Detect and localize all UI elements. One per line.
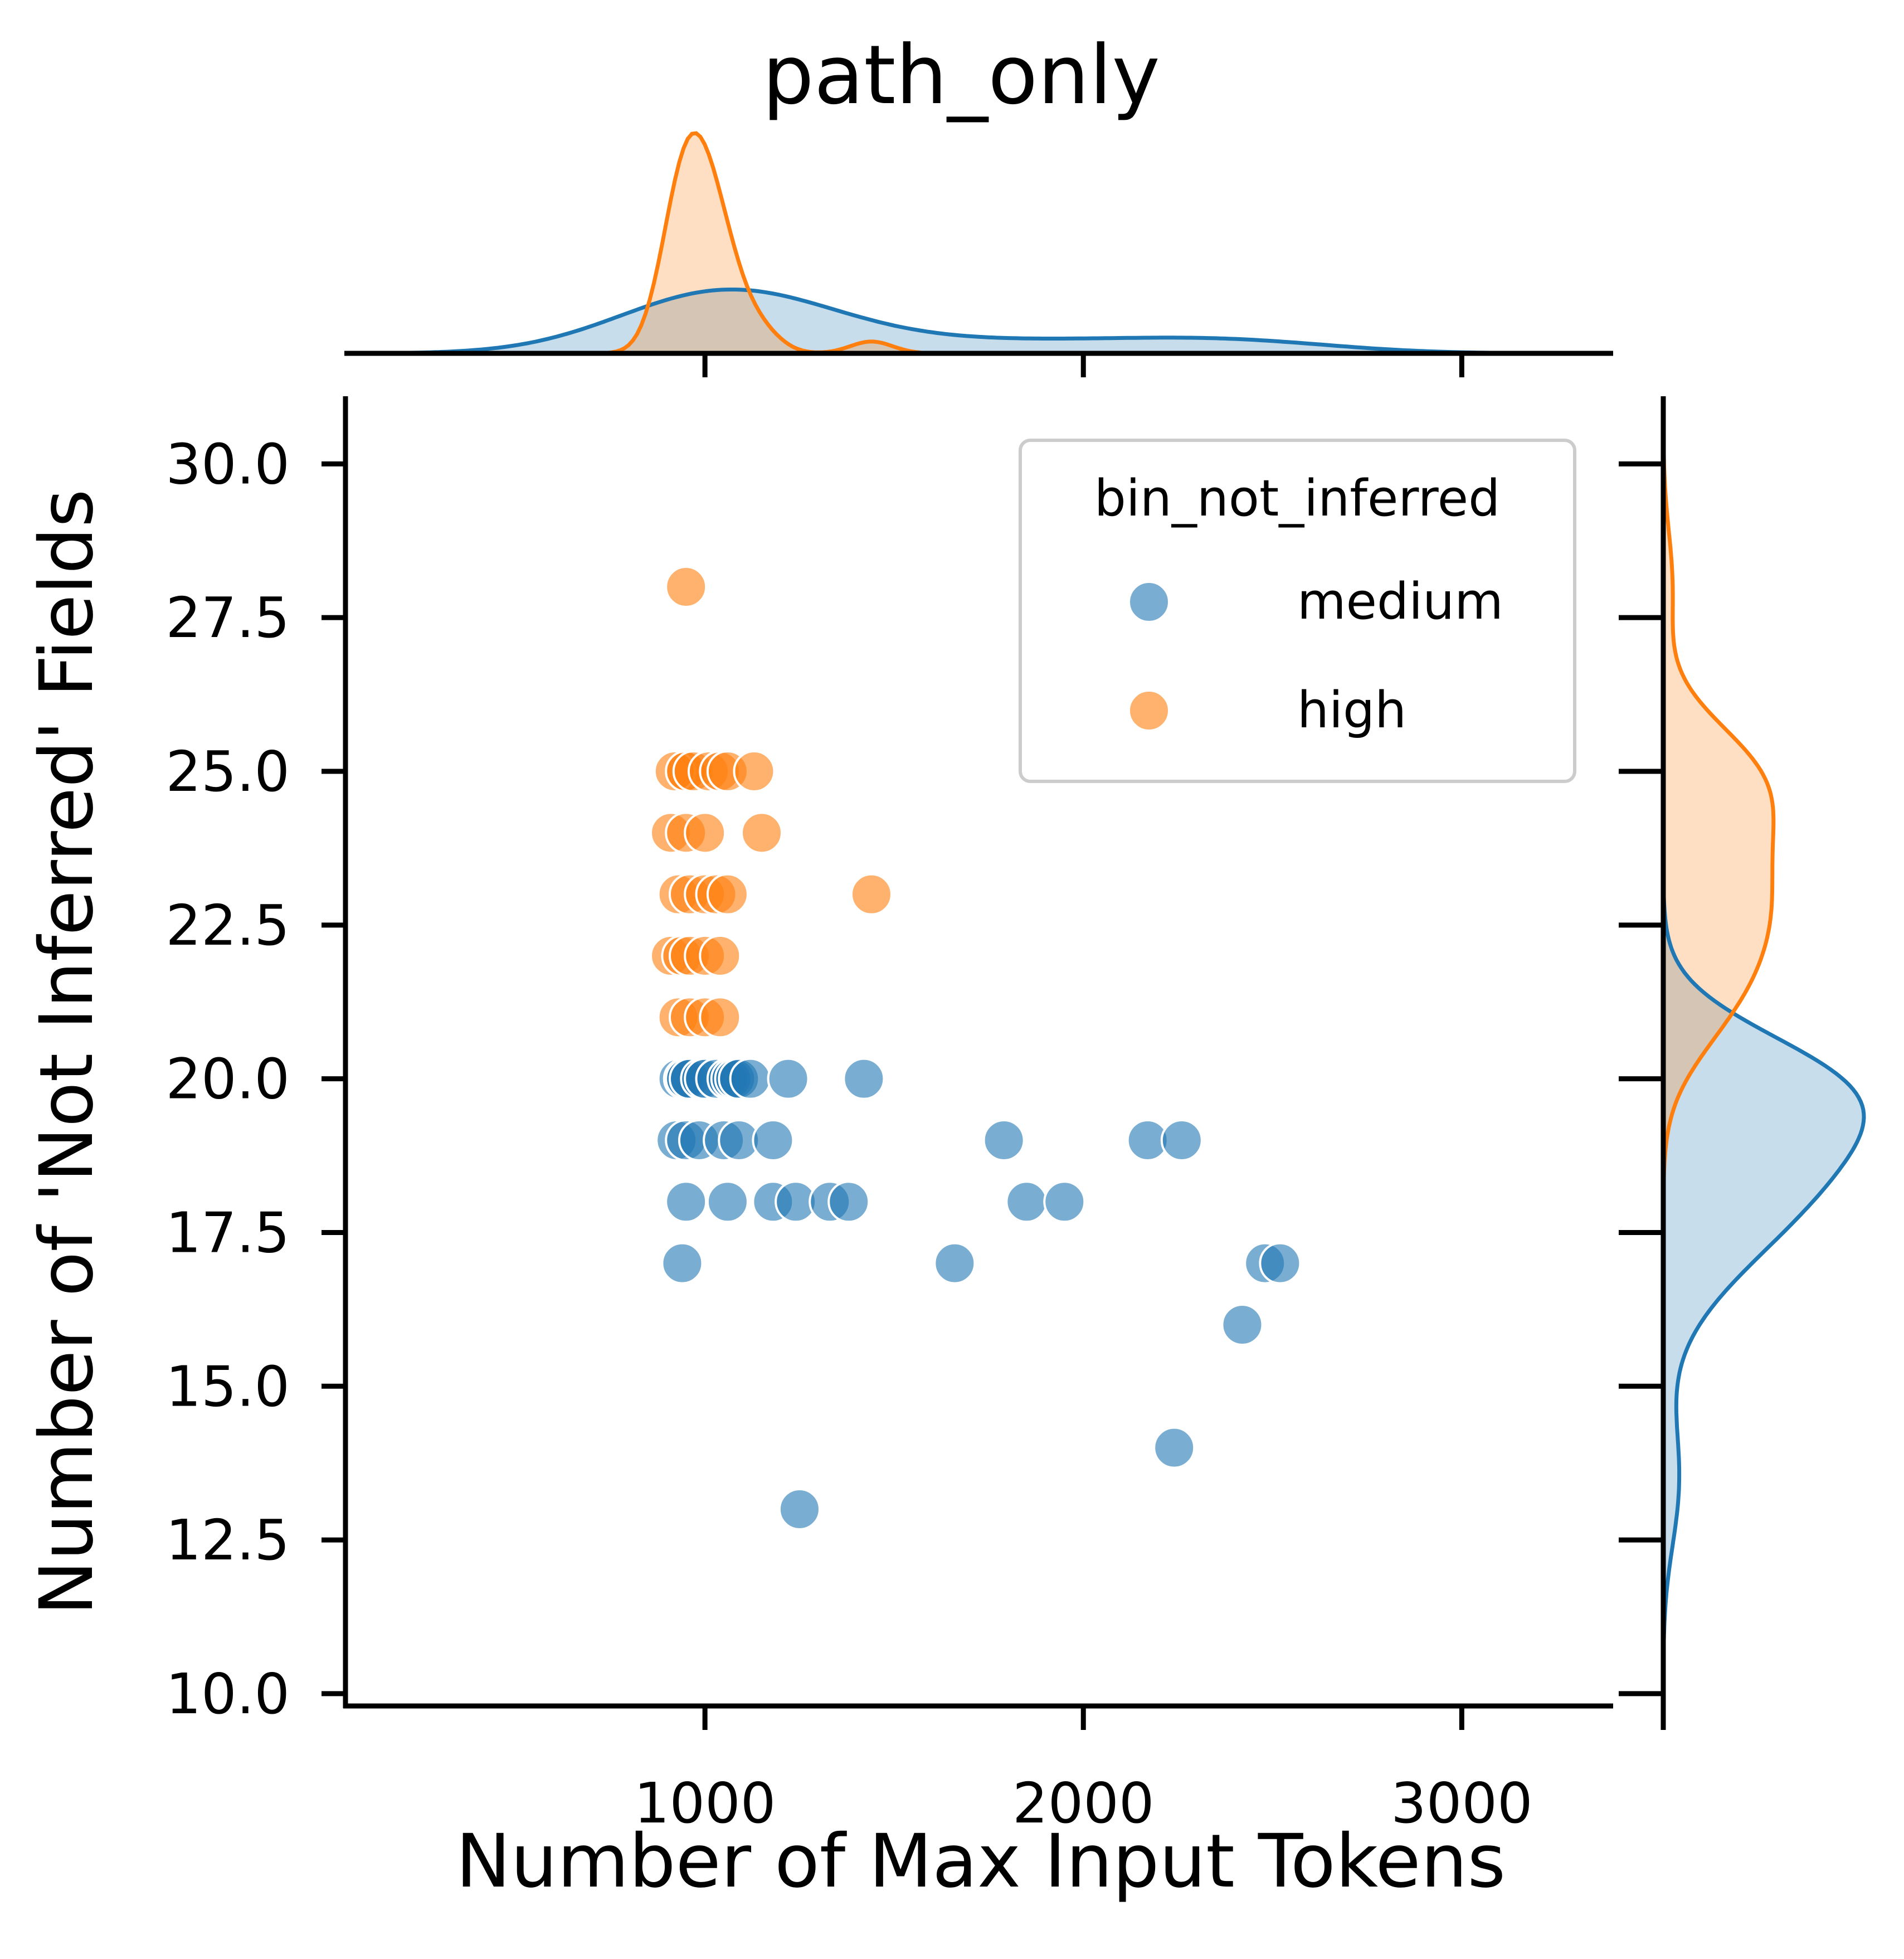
- y-tick-label: 15.0: [165, 1354, 290, 1419]
- point-medium: [1160, 1119, 1203, 1161]
- top-kde-high-line: [345, 131, 1613, 356]
- legend-marker-medium: [1128, 581, 1170, 623]
- point-high: [665, 566, 708, 609]
- point-high: [706, 873, 749, 916]
- right-kde-medium-fill: [1663, 451, 1864, 1663]
- point-medium: [665, 1180, 708, 1223]
- y-tick-label: 10.0: [165, 1661, 290, 1727]
- point-medium: [827, 1180, 870, 1223]
- y-tick-label: 20.0: [165, 1047, 290, 1112]
- point-medium: [706, 1180, 749, 1223]
- point-medium: [778, 1488, 821, 1530]
- point-high: [699, 934, 742, 977]
- point-medium: [1043, 1180, 1086, 1223]
- y-tick-label: 25.0: [165, 739, 290, 804]
- y-tick-label: 27.5: [165, 585, 290, 650]
- main-axes: 1000 2000 3000 10.0 12.5 15.0 17.5 20.0 22.5 25.…: [165, 396, 1613, 1836]
- y-tick-label: 12.5: [165, 1508, 290, 1573]
- y-axis-label: Number of 'Not Inferred' Fields: [24, 489, 110, 1615]
- x-ticks: 1000 2000 3000: [634, 1706, 1533, 1836]
- point-medium: [752, 1119, 795, 1161]
- legend-marker-high: [1128, 689, 1170, 732]
- legend-title: bin_not_inferred: [1094, 469, 1501, 528]
- top-kde-high-fill: [345, 133, 1613, 353]
- right-marginal-kde: [1619, 396, 1866, 1730]
- right-marginal-ticks: [1619, 461, 1666, 1730]
- chart-title: path_only: [762, 28, 1160, 123]
- scatter-points: [650, 566, 1302, 1530]
- top-kde-medium-fill: [345, 289, 1613, 353]
- legend-label-medium: medium: [1297, 572, 1503, 631]
- point-high: [699, 996, 742, 1039]
- point-medium: [982, 1119, 1025, 1161]
- point-medium: [661, 1242, 704, 1285]
- point-high: [850, 873, 893, 916]
- y-tick-label: 30.0: [165, 431, 290, 497]
- y-ticks: 10.0 12.5 15.0 17.5 20.0 22.5 25.0 27.5 30.0: [165, 431, 345, 1727]
- top-marginal-kde: [344, 131, 1613, 377]
- right-kde-high-fill: [1663, 451, 1774, 1663]
- point-medium: [843, 1057, 885, 1100]
- point-high: [733, 750, 776, 793]
- point-medium: [1221, 1303, 1264, 1346]
- y-tick-label: 17.5: [165, 1200, 290, 1265]
- top-marginal-ticks: [702, 353, 1464, 377]
- point-medium: [933, 1242, 976, 1285]
- point-medium: [1005, 1180, 1048, 1223]
- x-tick-label: 2000: [1012, 1771, 1155, 1836]
- legend-label-high: high: [1297, 681, 1406, 740]
- point-medium: [1259, 1242, 1302, 1285]
- x-axis-label: Number of Max Input Tokens: [456, 1819, 1506, 1904]
- point-high: [684, 811, 727, 854]
- legend: bin_not_inferred medium high: [1019, 439, 1576, 783]
- point-high: [741, 811, 783, 854]
- point-medium: [1153, 1426, 1196, 1469]
- top-kde-medium-line: [345, 288, 1613, 356]
- y-tick-label: 22.5: [165, 893, 290, 958]
- x-tick-label: 3000: [1391, 1771, 1533, 1836]
- point-medium: [729, 1057, 772, 1100]
- x-tick-label: 1000: [634, 1771, 776, 1836]
- point-medium: [767, 1057, 810, 1100]
